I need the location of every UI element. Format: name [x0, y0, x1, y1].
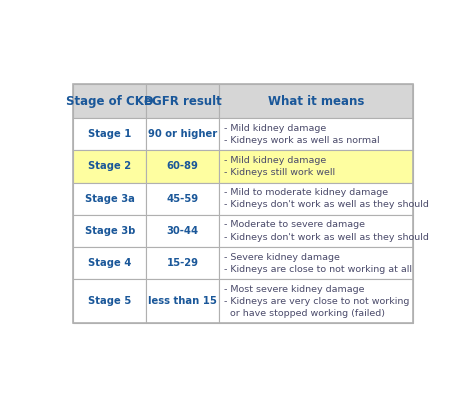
Bar — [219, 215, 413, 247]
Text: Stage 4: Stage 4 — [88, 258, 131, 268]
Text: 60-89: 60-89 — [167, 162, 199, 171]
Bar — [146, 279, 219, 323]
Text: 15-29: 15-29 — [167, 258, 199, 268]
Text: - Mild kidney damage
- Kidneys work as well as normal: - Mild kidney damage - Kidneys work as w… — [224, 124, 380, 145]
Bar — [73, 84, 146, 118]
Bar — [73, 279, 146, 323]
Text: Stage 5: Stage 5 — [88, 296, 131, 306]
Text: - Mild to moderate kidney damage
- Kidneys don't work as well as they should: - Mild to moderate kidney damage - Kidne… — [224, 188, 428, 209]
Bar — [219, 151, 413, 183]
Bar — [146, 183, 219, 215]
Text: What it means: What it means — [268, 95, 364, 108]
Bar — [73, 247, 146, 279]
Text: - Most severe kidney damage
- Kidneys are very close to not working
  or have st: - Most severe kidney damage - Kidneys ar… — [224, 284, 409, 318]
Bar — [219, 247, 413, 279]
Bar — [146, 151, 219, 183]
Text: eGFR result: eGFR result — [144, 95, 221, 108]
Bar — [146, 215, 219, 247]
Bar — [146, 118, 219, 151]
Bar — [219, 279, 413, 323]
Text: Stage 3b: Stage 3b — [84, 226, 135, 236]
Text: Stage of CKD: Stage of CKD — [66, 95, 154, 108]
Bar — [219, 84, 413, 118]
Bar — [219, 118, 413, 151]
Bar — [73, 151, 146, 183]
Bar — [73, 183, 146, 215]
Text: - Mild kidney damage
- Kidneys still work well: - Mild kidney damage - Kidneys still wor… — [224, 156, 335, 177]
Bar — [219, 183, 413, 215]
Text: 90 or higher: 90 or higher — [148, 129, 217, 139]
Bar — [73, 118, 146, 151]
Text: Stage 3a: Stage 3a — [85, 194, 135, 204]
Text: Stage 1: Stage 1 — [88, 129, 131, 139]
Text: Stage 2: Stage 2 — [88, 162, 131, 171]
Text: - Moderate to severe damage
- Kidneys don't work as well as they should: - Moderate to severe damage - Kidneys do… — [224, 220, 428, 242]
Text: 45-59: 45-59 — [166, 194, 199, 204]
Bar — [146, 247, 219, 279]
Bar — [146, 84, 219, 118]
Text: 30-44: 30-44 — [166, 226, 199, 236]
Bar — [73, 215, 146, 247]
Text: less than 15: less than 15 — [148, 296, 217, 306]
Bar — [73, 84, 413, 323]
Text: - Severe kidney damage
- Kidneys are close to not working at all: - Severe kidney damage - Kidneys are clo… — [224, 253, 412, 274]
